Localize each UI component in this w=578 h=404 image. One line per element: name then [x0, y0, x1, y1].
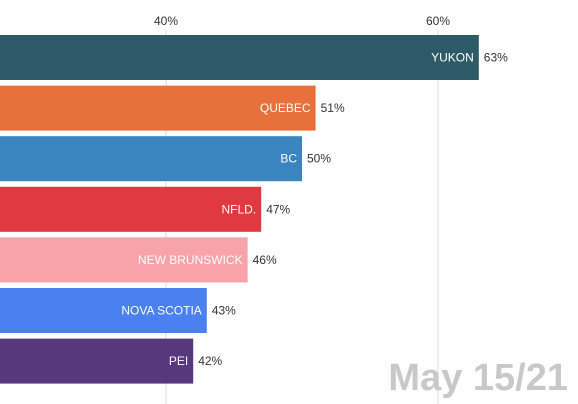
- x-tick-label: 40%: [154, 14, 178, 28]
- bar-category-label: QUEBEC: [260, 101, 311, 115]
- bar-category-label: NFLD.: [222, 202, 257, 216]
- date-stamp: May 15/21: [388, 357, 568, 399]
- bar-value-label: 43%: [212, 304, 236, 318]
- bar-category-label: PEI: [169, 354, 188, 368]
- bar: [0, 338, 194, 384]
- bar: [0, 85, 316, 131]
- bar-category-label: BC: [280, 152, 297, 166]
- bar: [0, 288, 207, 333]
- bar-category-label: NOVA SCOTIA: [121, 304, 201, 318]
- bar: [0, 237, 248, 283]
- bar-value-label: 50%: [307, 152, 331, 166]
- bar-value-label: 46%: [253, 253, 277, 267]
- bar-category-label: NEW BRUNSWICK: [138, 253, 243, 267]
- bar-value-label: 63%: [484, 51, 508, 65]
- bar-value-label: 42%: [198, 354, 222, 368]
- labels: YUKON 63% QUEBEC 51% BC 50% NFLD. 47% NEW BRUNSW…: [121, 51, 508, 369]
- bars: [0, 35, 479, 384]
- bar-value-label: 47%: [266, 202, 290, 216]
- bar: [0, 186, 262, 232]
- bar-value-label: 51%: [321, 101, 345, 115]
- x-tick-label: 60%: [426, 14, 450, 28]
- bar: [0, 35, 479, 80]
- bar: [0, 136, 302, 182]
- bar-category-label: YUKON: [431, 51, 474, 65]
